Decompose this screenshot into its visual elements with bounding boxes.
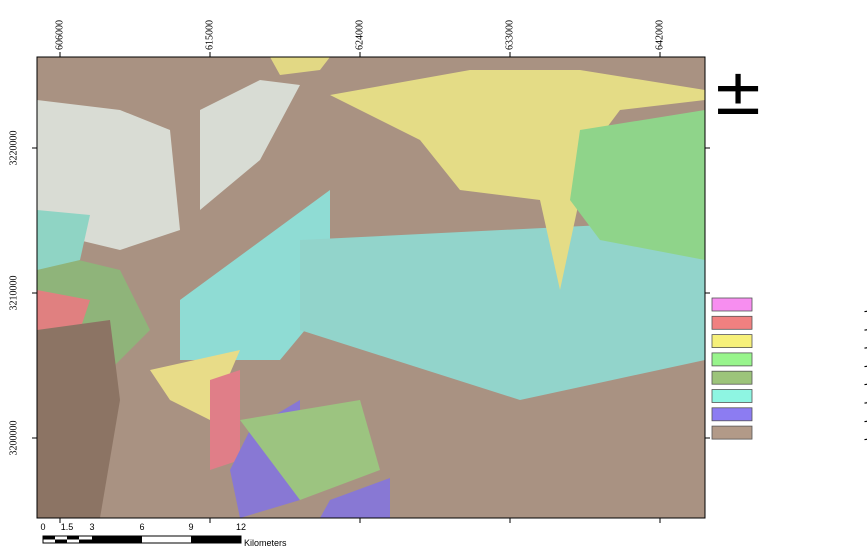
scale-label: 12 — [236, 522, 246, 532]
x-tick-label: 624000 — [354, 20, 365, 50]
legend-swatch — [712, 335, 752, 348]
scale-unit: Kilometers — [244, 538, 287, 548]
scale-label: 3 — [89, 522, 94, 532]
page: {"map": { "x_ticks": [606000, 615000, 62… — [0, 0, 867, 550]
scale-label: 6 — [139, 522, 144, 532]
legend-swatch — [712, 426, 752, 439]
legend-swatch — [712, 353, 752, 366]
y-tick-label: 3200000 — [8, 421, 19, 456]
x-tick-label: 642000 — [654, 20, 665, 50]
x-tick-label: 615000 — [204, 20, 215, 50]
y-tick-label: 3210000 — [8, 276, 19, 311]
legend-swatch — [712, 371, 752, 384]
y-tick-label: 3220000 — [8, 131, 19, 166]
north-arrow: ± — [711, 56, 765, 130]
scale-bar — [43, 536, 241, 543]
map-body — [37, 57, 705, 518]
x-tick-label: 633000 — [504, 20, 515, 50]
legend-swatch — [712, 408, 752, 421]
scale-label: 9 — [188, 522, 193, 532]
legend-swatch — [712, 298, 752, 311]
legend-swatch — [712, 316, 752, 329]
scale-label: 0 — [40, 522, 45, 532]
scale-label: 1.5 — [61, 522, 74, 532]
map-figure: ± 606000 615000 624000 633000 642000 3220000 3… — [0, 0, 867, 550]
x-tick-label: 606000 — [54, 20, 65, 50]
legend-swatch — [712, 390, 752, 403]
